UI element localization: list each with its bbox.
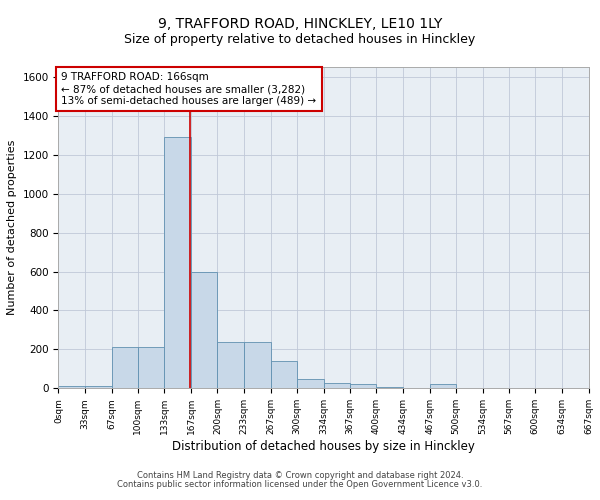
Bar [350, 384, 376, 388]
Bar [271, 361, 297, 388]
Bar [112, 346, 138, 389]
Text: 9 TRAFFORD ROAD: 166sqm
← 87% of detached houses are smaller (3,282)
13% of semi: 9 TRAFFORD ROAD: 166sqm ← 87% of detache… [61, 72, 316, 106]
Text: Contains HM Land Registry data © Crown copyright and database right 2024.: Contains HM Land Registry data © Crown c… [137, 471, 463, 480]
Bar [164, 137, 191, 388]
Bar [58, 386, 85, 388]
Bar [217, 342, 244, 388]
Bar [85, 386, 112, 388]
Bar [244, 342, 271, 388]
Text: 9, TRAFFORD ROAD, HINCKLEY, LE10 1LY: 9, TRAFFORD ROAD, HINCKLEY, LE10 1LY [158, 18, 442, 32]
Bar [191, 272, 217, 388]
Text: Contains public sector information licensed under the Open Government Licence v3: Contains public sector information licen… [118, 480, 482, 489]
Bar [430, 384, 456, 388]
Y-axis label: Number of detached properties: Number of detached properties [7, 140, 17, 316]
Bar [138, 346, 164, 389]
Bar [297, 378, 324, 388]
Bar [324, 383, 350, 388]
Text: Size of property relative to detached houses in Hinckley: Size of property relative to detached ho… [124, 32, 476, 46]
X-axis label: Distribution of detached houses by size in Hinckley: Distribution of detached houses by size … [172, 440, 475, 453]
